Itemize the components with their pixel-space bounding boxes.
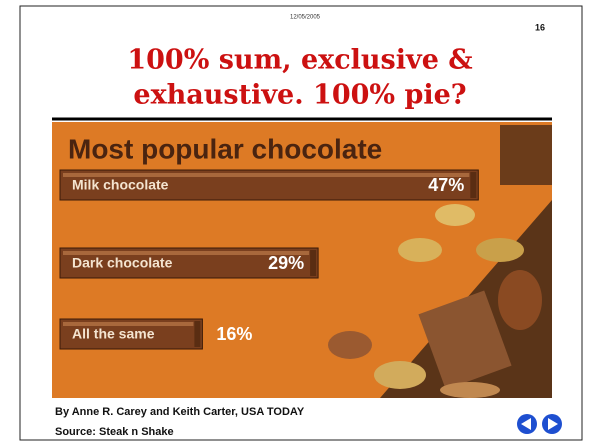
decoration <box>498 270 542 330</box>
bar-highlight <box>63 251 310 255</box>
next-arrow[interactable] <box>548 418 558 430</box>
decoration <box>500 125 552 185</box>
credit: Source: Steak n Shake <box>55 426 174 438</box>
slide-title: exhaustive. 100% pie? <box>133 80 466 111</box>
category-label: Milk chocolate <box>72 177 169 193</box>
decoration <box>476 238 524 262</box>
value-label: 29% <box>268 253 304 273</box>
page-number: 16 <box>535 22 545 32</box>
slide-date: 12/05/2005 <box>290 15 321 21</box>
credit: By Anne R. Carey and Keith Carter, USA T… <box>55 406 305 418</box>
value-label: 16% <box>216 324 252 344</box>
decoration <box>435 204 475 226</box>
bar-end <box>194 321 201 347</box>
decoration <box>374 361 426 389</box>
bar-end <box>310 250 317 276</box>
chart-title: Most popular chocolate <box>68 133 382 164</box>
category-label: Dark chocolate <box>72 255 173 271</box>
prev-button[interactable] <box>517 414 537 434</box>
slide-frame <box>19 5 583 441</box>
bar-end <box>470 172 477 198</box>
decoration <box>418 290 512 390</box>
chocolate-decoration <box>328 125 552 398</box>
prev-arrow[interactable] <box>521 418 531 430</box>
decoration <box>328 331 372 359</box>
decoration <box>440 382 500 398</box>
value-label: 47% <box>428 175 464 195</box>
bar-highlight <box>63 322 194 326</box>
category-label: All the same <box>72 326 155 342</box>
bar-highlight <box>63 173 470 177</box>
decoration <box>398 238 442 262</box>
slide-title: 100% sum, exclusive & <box>127 45 472 76</box>
next-button[interactable] <box>542 414 562 434</box>
